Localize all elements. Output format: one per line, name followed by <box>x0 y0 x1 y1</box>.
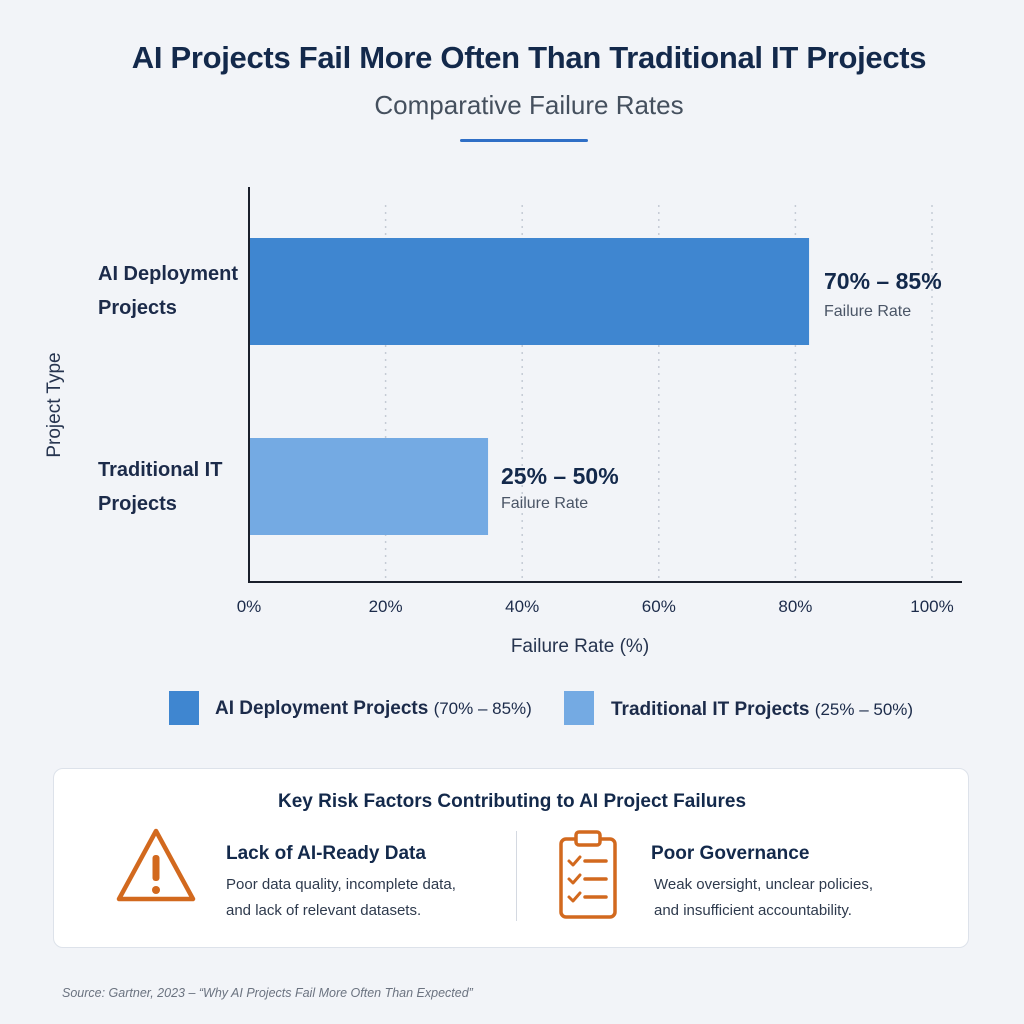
risk-description-data: Poor data quality, incomplete data, and … <box>226 876 456 919</box>
source-citation: Source: Gartner, 2023 – “Why AI Projects… <box>62 986 473 1000</box>
bar-traditional-it <box>250 438 489 535</box>
category-label-ai: AI Deployment Projects <box>98 263 239 319</box>
legend-swatch-it <box>564 691 594 725</box>
risk-panel-title: Key Risk Factors Contributing to AI Proj… <box>277 791 747 812</box>
x-tick-label: 0% <box>237 597 262 616</box>
category-label-it: Traditional IT Projects <box>98 459 223 515</box>
data-label-it-range: 25% – 50% <box>501 463 619 489</box>
x-axis-label: Failure Rate (%) <box>510 636 650 657</box>
bar-chart: 0% 20% 40% 60% 80% 100% <box>237 187 962 616</box>
title-underline <box>460 139 588 142</box>
clipboard-checklist-icon <box>559 830 617 919</box>
data-label-ai-sub: Failure Rate <box>824 303 912 320</box>
risk-description-governance: Weak oversight, unclear policies, and in… <box>654 876 873 919</box>
x-tick-label: 60% <box>642 597 676 616</box>
bar-ai-deployment <box>250 238 810 345</box>
page-title: AI Projects Fail More Often Than Traditi… <box>131 40 927 75</box>
data-label-it-sub: Failure Rate <box>501 495 589 512</box>
page-subtitle: Comparative Failure Rates <box>374 90 684 120</box>
risk-heading-governance: Poor Governance <box>651 843 810 864</box>
legend-item-it: Traditional IT Projects (25% – 50%) <box>611 699 914 720</box>
warning-triangle-icon <box>116 828 196 902</box>
x-tick-label: 40% <box>505 597 539 616</box>
data-label-ai-range: 70% – 85% <box>824 268 942 294</box>
legend-swatch-ai <box>169 691 199 725</box>
risk-heading-data: Lack of AI-Ready Data <box>226 843 426 864</box>
x-tick-label: 80% <box>778 597 812 616</box>
risk-factors-panel: Key Risk Factors Contributing to AI Proj… <box>53 768 969 948</box>
risk-divider <box>516 831 517 921</box>
x-tick-label: 100% <box>910 597 953 616</box>
legend-item-ai: AI Deployment Projects (70% – 85%) <box>215 698 532 719</box>
x-tick-label: 20% <box>369 597 403 616</box>
y-axis-label: Project Type <box>44 352 65 458</box>
